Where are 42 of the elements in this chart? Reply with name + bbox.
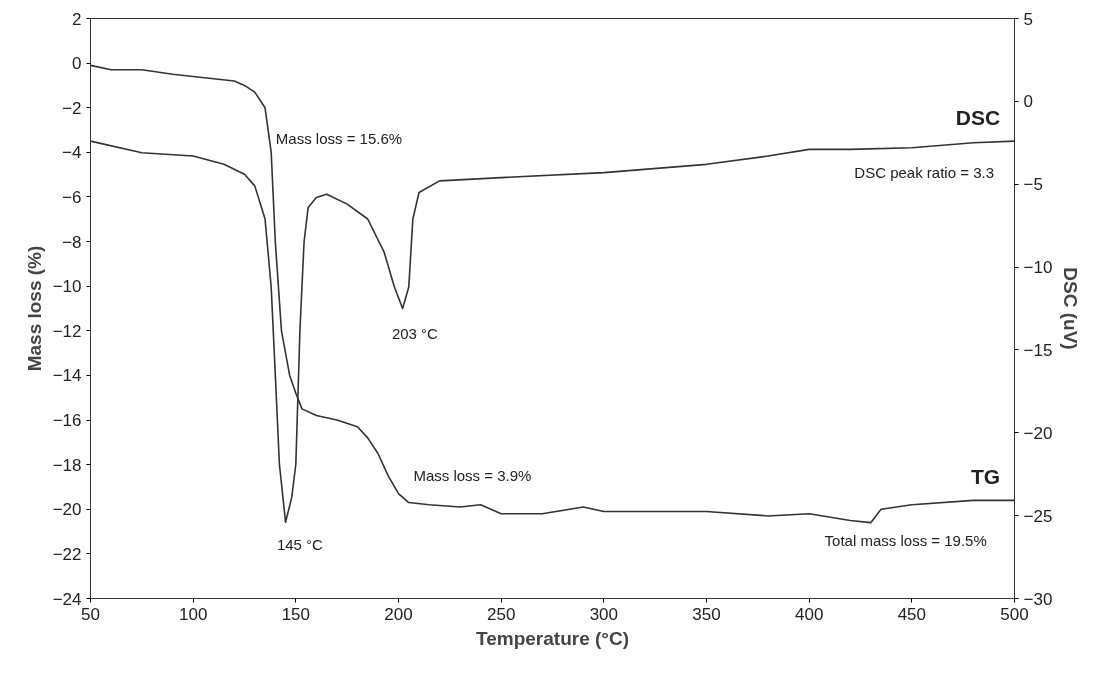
x-tick-label: 450 [897,604,927,624]
annotation: Mass loss = 15.6% [275,130,403,148]
y-tick-label: −8 [62,232,82,252]
y-tick-label: 2 [72,9,82,29]
y2-tick-label: −10 [1023,258,1053,278]
x-tick-label: 100 [178,604,208,624]
y2-tick-label: 0 [1023,92,1033,112]
x-tick-label: 400 [794,604,824,624]
y2-tick-label: 5 [1023,9,1033,29]
annotation: DSC peak ratio = 3.3 [854,163,994,181]
y2-tick-label: −15 [1023,340,1053,360]
x-tick-label: 150 [281,604,311,624]
series-label: DSC [955,106,1001,130]
y-tick-label: −10 [52,277,82,297]
y2-tick-label: −25 [1023,506,1053,526]
x-tick-label: 350 [692,604,721,624]
y2-tick-label: −5 [1023,175,1043,195]
y-tick-label: −16 [52,411,82,431]
y-tick-label: −20 [52,500,82,520]
series-label: TG [970,465,1001,489]
x-tick-label: 200 [384,604,413,624]
y-tick-label: −4 [62,143,82,163]
x-tick-label: 50 [81,604,100,624]
x-tick-label: 300 [589,604,619,624]
y-tick-label: −12 [52,321,82,341]
annotation: Mass loss = 3.9% [413,467,532,485]
annotation: Total mass loss = 19.5% [824,532,987,549]
line-series [90,64,1015,524]
y2-tick-label: −20 [1023,423,1053,443]
y-tick-label: −2 [62,98,82,118]
y-tick-label: −18 [52,455,82,475]
y2-axis-title: DSC (uV) [1060,267,1082,350]
y-tick-label: −6 [62,187,82,207]
y-axis-title: Mass loss (%) [23,245,45,372]
x-tick-label: 250 [486,604,516,624]
annotation: 145 °C [276,536,324,554]
y-tick-label: −24 [52,589,82,609]
x-axis-title: Temperature (°C) [476,627,629,649]
annotation: 203 °C [391,324,439,342]
y-tick-label: −14 [52,366,82,386]
y-tick-label: 0 [72,54,82,74]
y-tick-label: −22 [52,544,82,564]
